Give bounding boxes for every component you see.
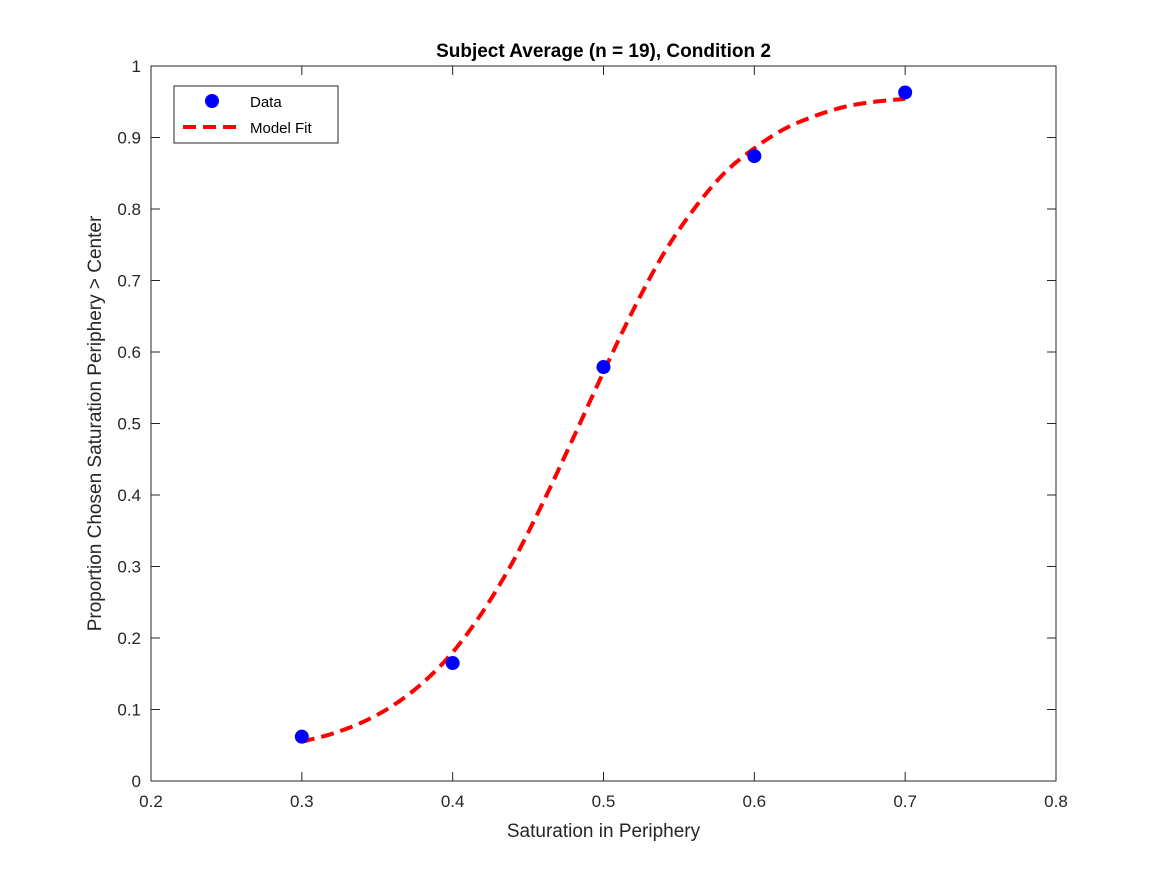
data-point <box>596 360 611 375</box>
legend-marker-data <box>205 94 219 108</box>
y-tick-label: 0.9 <box>117 129 141 148</box>
model-fit-line <box>301 96 906 744</box>
y-tick-label: 0.3 <box>117 558 141 577</box>
x-tick-label: 0.5 <box>592 792 616 811</box>
chart-title: Subject Average (n = 19), Condition 2 <box>436 41 771 62</box>
x-tick-label: 0.7 <box>893 792 917 811</box>
y-tick-label: 0 <box>132 772 141 791</box>
y-tick-label: 1 <box>132 57 141 76</box>
legend-box <box>173 85 339 144</box>
y-tick-label: 0.1 <box>117 701 141 720</box>
y-tick-label: 0.8 <box>117 200 141 219</box>
plot-area <box>151 66 1056 781</box>
y-tick-label: 0.2 <box>117 629 141 648</box>
x-axis-label: Saturation in Periphery <box>507 821 701 842</box>
data-point <box>445 656 460 671</box>
axes-box <box>150 65 1057 782</box>
x-tick-label: 0.2 <box>139 792 163 811</box>
y-tick-label: 0.5 <box>117 415 141 434</box>
y-axis-label: Proportion Chosen Saturation Periphery >… <box>85 215 106 631</box>
y-tick-label: 0.6 <box>117 343 141 362</box>
data-point <box>898 85 913 100</box>
legend-label-model-fit: Model Fit <box>250 120 313 137</box>
x-tick-label: 0.8 <box>1044 792 1068 811</box>
ticks-layer: 0.2 0.3 0.4 0.5 0.6 0.7 0.8 0 0.1 0.2 0.3 0.4 0.5 0.6… <box>117 57 1067 811</box>
x-tick-label: 0.6 <box>743 792 767 811</box>
x-tick-label: 0.3 <box>290 792 314 811</box>
x-tick-label: 0.4 <box>441 792 465 811</box>
series-layer <box>294 85 913 744</box>
legend: Data Model Fit <box>173 85 339 144</box>
y-tick-label: 0.4 <box>117 486 141 505</box>
data-point <box>294 729 309 744</box>
y-tick-label: 0.7 <box>117 272 141 291</box>
data-point <box>747 149 762 164</box>
legend-label-data: Data <box>250 94 282 111</box>
